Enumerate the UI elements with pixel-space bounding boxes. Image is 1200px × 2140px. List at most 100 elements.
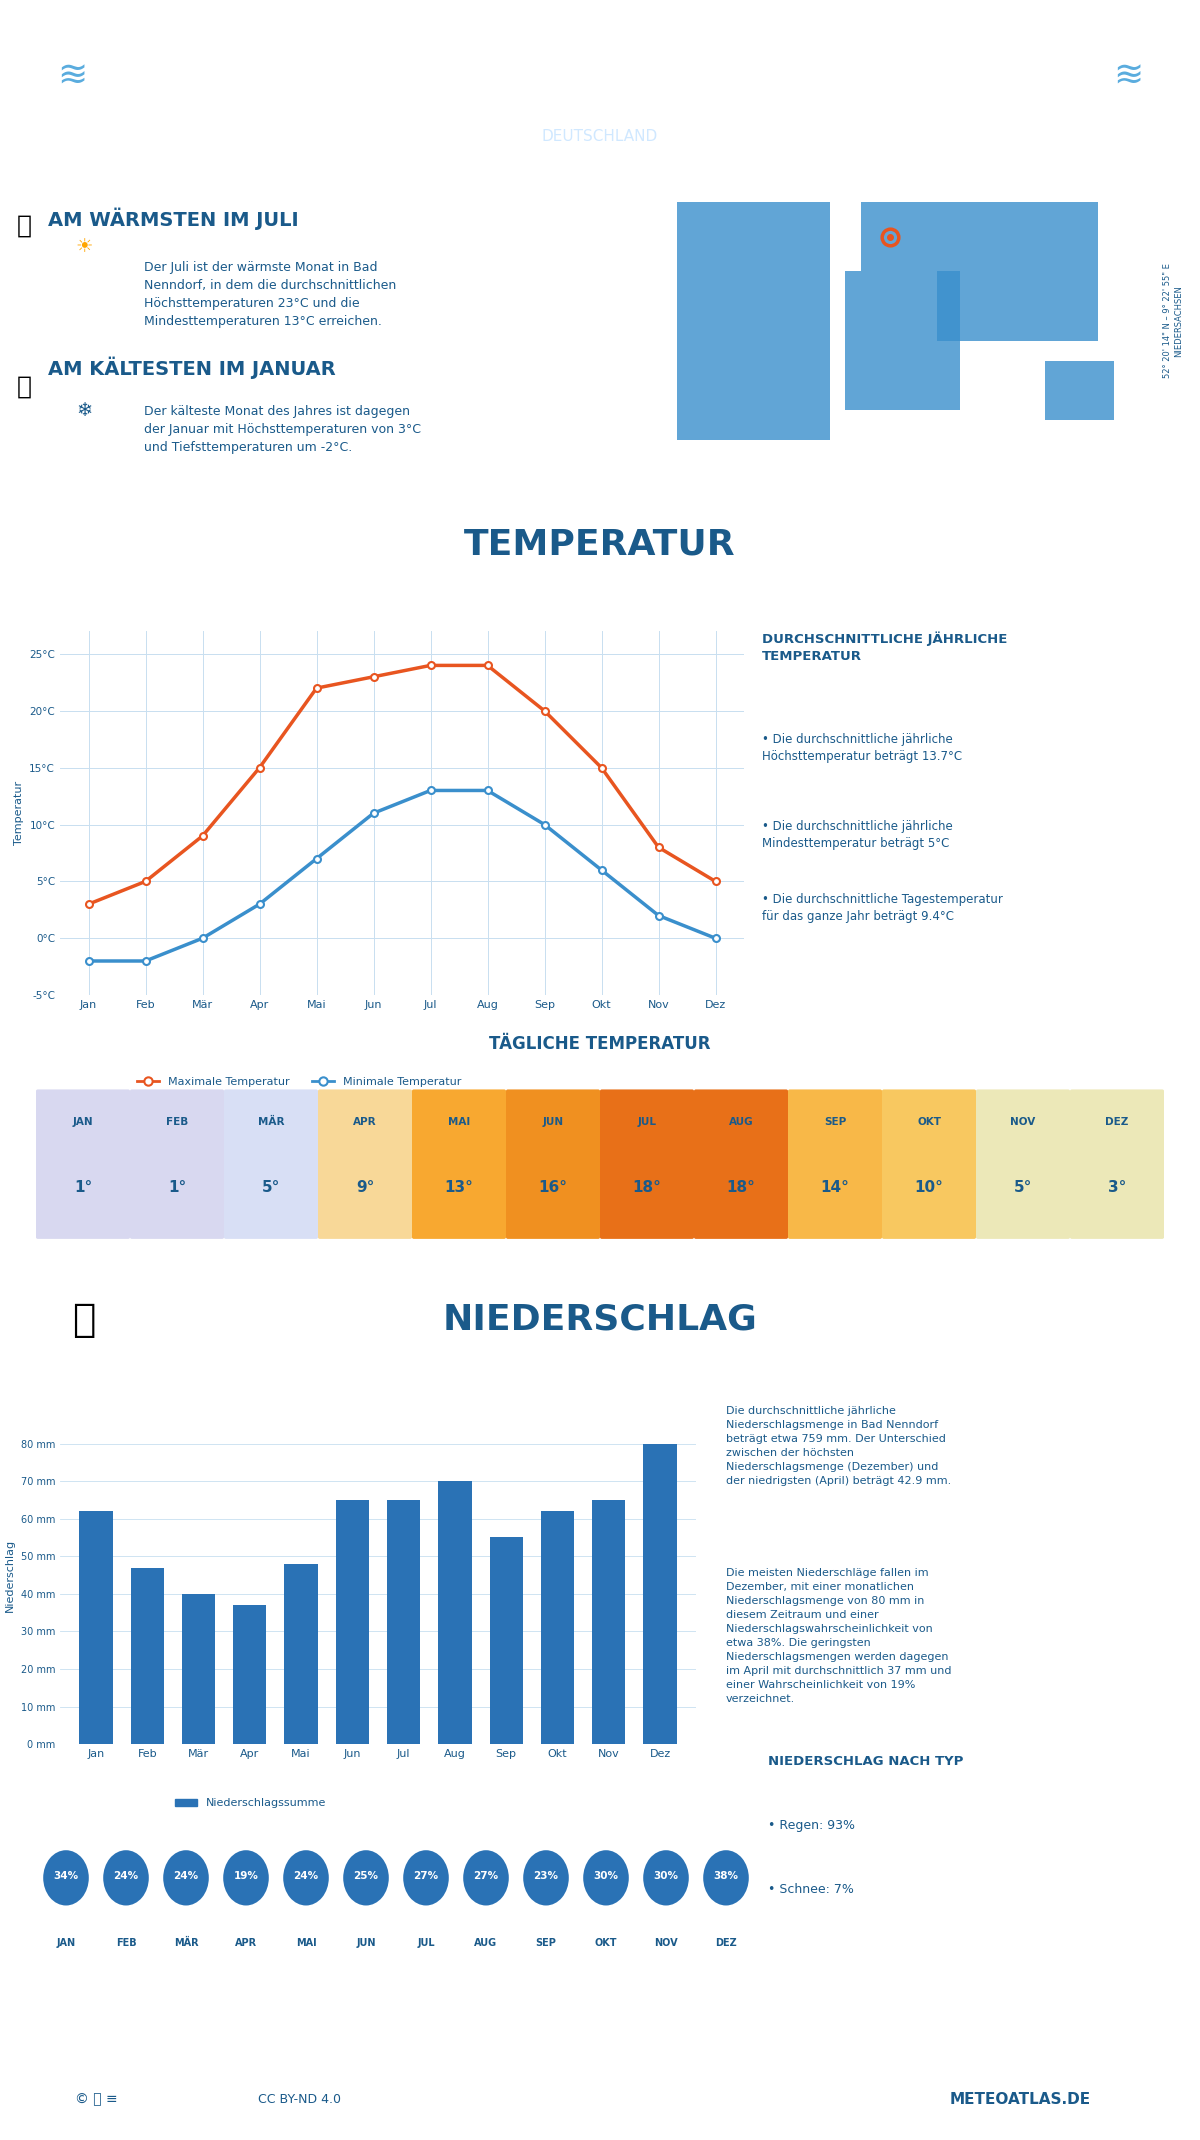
Text: 18°: 18° <box>726 1179 756 1194</box>
Text: NOV: NOV <box>1010 1117 1036 1128</box>
Circle shape <box>403 1851 449 1905</box>
Text: CC BY-ND 4.0: CC BY-ND 4.0 <box>258 2093 342 2106</box>
Text: JUN: JUN <box>542 1117 564 1128</box>
Text: NIEDERSCHLAGSWAHRSCHEINLICHKEIT: NIEDERSCHLAGSWAHRSCHEINLICHKEIT <box>258 1780 534 1795</box>
Text: © ⓘ ≡: © ⓘ ≡ <box>74 2093 118 2106</box>
Text: 🌧: 🌧 <box>72 1301 96 1340</box>
Text: 27%: 27% <box>414 1870 438 1881</box>
Text: ≋: ≋ <box>56 60 88 94</box>
Text: AM WÄRMSTEN IM JULI: AM WÄRMSTEN IM JULI <box>48 208 299 229</box>
Text: AUG: AUG <box>474 1939 498 1947</box>
Text: Die meisten Niederschläge fallen im
Dezember, mit einer monatlichen
Niederschlag: Die meisten Niederschläge fallen im Deze… <box>726 1569 952 1703</box>
Text: 5°: 5° <box>1014 1179 1032 1194</box>
Text: APR: APR <box>353 1117 377 1128</box>
Text: 3°: 3° <box>1108 1179 1126 1194</box>
Text: JAN: JAN <box>73 1117 94 1128</box>
Bar <box>131 1566 164 1744</box>
Text: Der Juli ist der wärmste Monat in Bad
Nenndorf, in dem die durchschnittlichen
Hö: Der Juli ist der wärmste Monat in Bad Ne… <box>144 261 396 327</box>
Text: MÄR: MÄR <box>258 1117 284 1128</box>
Text: TÄGLICHE TEMPERATUR: TÄGLICHE TEMPERATUR <box>490 1036 710 1053</box>
Text: 19%: 19% <box>234 1870 258 1881</box>
Text: • Die durchschnittliche Tagestemperatur
für das ganze Jahr beträgt 9.4°C: • Die durchschnittliche Tagestemperatur … <box>762 892 1003 922</box>
Text: 24%: 24% <box>294 1870 318 1881</box>
Text: NIEDERSCHLAG NACH TYP: NIEDERSCHLAG NACH TYP <box>768 1755 964 1768</box>
Text: NIEDERSCHLAG: NIEDERSCHLAG <box>443 1303 757 1338</box>
Text: 5°: 5° <box>262 1179 280 1194</box>
Text: 38%: 38% <box>714 1870 738 1881</box>
Text: ≋: ≋ <box>1112 60 1144 94</box>
Text: 30%: 30% <box>654 1870 678 1881</box>
Text: 25%: 25% <box>354 1870 378 1881</box>
Polygon shape <box>860 201 937 272</box>
Text: 24%: 24% <box>114 1870 138 1881</box>
Text: 16°: 16° <box>539 1179 568 1194</box>
Text: 30%: 30% <box>594 1870 618 1881</box>
Text: Der kälteste Monat des Jahres ist dagegen
der Januar mit Höchsttemperaturen von : Der kälteste Monat des Jahres ist dagege… <box>144 404 421 454</box>
Text: • Die durchschnittliche jährliche
Höchsttemperatur beträgt 13.7°C: • Die durchschnittliche jährliche Höchst… <box>762 734 962 764</box>
Bar <box>336 1500 370 1744</box>
Text: MÄR: MÄR <box>174 1939 198 1947</box>
Text: DEZ: DEZ <box>715 1939 737 1947</box>
FancyBboxPatch shape <box>412 1089 506 1239</box>
Text: 23%: 23% <box>534 1870 558 1881</box>
Text: 1°: 1° <box>168 1179 186 1194</box>
Text: 13°: 13° <box>444 1179 474 1194</box>
Text: OKT: OKT <box>595 1939 617 1947</box>
Y-axis label: Niederschlag: Niederschlag <box>5 1539 16 1611</box>
Bar <box>541 1511 574 1744</box>
Text: SEP: SEP <box>535 1939 557 1947</box>
Text: 34%: 34% <box>54 1870 78 1881</box>
Text: DEZ: DEZ <box>1105 1117 1129 1128</box>
Text: 🌡: 🌡 <box>17 214 31 238</box>
Circle shape <box>703 1851 749 1905</box>
FancyBboxPatch shape <box>36 1089 130 1239</box>
Circle shape <box>223 1851 269 1905</box>
Polygon shape <box>677 201 830 441</box>
Text: 27%: 27% <box>474 1870 498 1881</box>
Circle shape <box>523 1851 569 1905</box>
Text: SEP: SEP <box>824 1117 846 1128</box>
FancyBboxPatch shape <box>882 1089 976 1239</box>
Text: Die durchschnittliche jährliche
Niederschlagsmenge in Bad Nenndorf
beträgt etwa : Die durchschnittliche jährliche Niedersc… <box>726 1406 952 1485</box>
Text: METEOATLAS.DE: METEOATLAS.DE <box>949 2091 1091 2108</box>
Text: APR: APR <box>235 1939 257 1947</box>
Text: DURCHSCHNITTLICHE JÄHRLICHE
TEMPERATUR: DURCHSCHNITTLICHE JÄHRLICHE TEMPERATUR <box>762 631 1007 663</box>
Text: MAI: MAI <box>295 1939 317 1947</box>
Polygon shape <box>937 201 1098 340</box>
Text: • Die durchschnittliche jährliche
Mindesttemperatur beträgt 5°C: • Die durchschnittliche jährliche Mindes… <box>762 820 953 850</box>
Text: DEUTSCHLAND: DEUTSCHLAND <box>542 128 658 146</box>
Circle shape <box>463 1851 509 1905</box>
Bar <box>643 1444 677 1744</box>
FancyBboxPatch shape <box>506 1089 600 1239</box>
Bar <box>386 1500 420 1744</box>
Text: 52° 20' 14" N – 9° 22' 55" E
NIEDERSACHSEN: 52° 20' 14" N – 9° 22' 55" E NIEDERSACHS… <box>1163 263 1183 379</box>
Circle shape <box>643 1851 689 1905</box>
Text: 18°: 18° <box>632 1179 661 1194</box>
Text: 24%: 24% <box>174 1870 198 1881</box>
Text: • Regen: 93%: • Regen: 93% <box>768 1819 854 1832</box>
FancyBboxPatch shape <box>318 1089 412 1239</box>
Text: AUG: AUG <box>728 1117 754 1128</box>
Y-axis label: Temperatur: Temperatur <box>13 781 24 845</box>
FancyBboxPatch shape <box>224 1089 318 1239</box>
Text: JUL: JUL <box>418 1939 434 1947</box>
Bar <box>233 1605 266 1744</box>
Text: • Schnee: 7%: • Schnee: 7% <box>768 1883 854 1896</box>
Text: 🌡: 🌡 <box>17 374 31 398</box>
Bar <box>592 1500 625 1744</box>
Legend: Maximale Temperatur, Minimale Temperatur: Maximale Temperatur, Minimale Temperatur <box>133 1072 466 1091</box>
Text: FEB: FEB <box>115 1939 137 1947</box>
Text: ☀: ☀ <box>76 238 92 255</box>
Circle shape <box>343 1851 389 1905</box>
Text: 14°: 14° <box>821 1179 850 1194</box>
Circle shape <box>283 1851 329 1905</box>
Bar <box>79 1511 113 1744</box>
Polygon shape <box>1045 362 1114 419</box>
Text: 9°: 9° <box>356 1179 374 1194</box>
Legend: Niederschlagssumme: Niederschlagssumme <box>170 1793 331 1813</box>
Circle shape <box>43 1851 89 1905</box>
Circle shape <box>103 1851 149 1905</box>
Text: FEB: FEB <box>166 1117 188 1128</box>
Text: JUN: JUN <box>356 1939 376 1947</box>
Text: 10°: 10° <box>914 1179 943 1194</box>
